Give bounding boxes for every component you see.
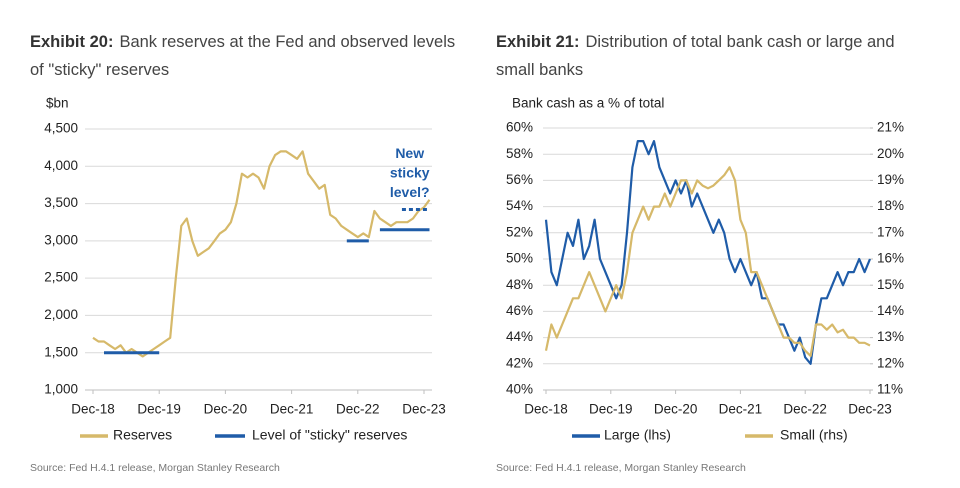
y-tick-label: 4,500 <box>44 121 78 136</box>
source-note: Source: Fed H.4.1 release, Morgan Stanle… <box>30 462 280 474</box>
source-note: Source: Fed H.4.1 release, Morgan Stanle… <box>496 462 746 474</box>
y-tick-label: 60% <box>506 120 533 135</box>
y-tick-label: 4,000 <box>44 158 78 173</box>
data-line <box>92 150 431 358</box>
y-tick-label: 44% <box>506 329 533 344</box>
y-tick-label: 40% <box>506 382 533 397</box>
y-tick-label: 46% <box>506 303 533 318</box>
x-tick-label: Dec-19 <box>137 402 181 417</box>
y2-tick-label: 16% <box>877 251 904 266</box>
title-text: Distribution of total bank cash or large… <box>496 33 895 79</box>
x-tick-label: Dec-22 <box>336 402 380 417</box>
y-axis-title: $bn <box>46 96 69 111</box>
y-axis-title: Bank cash as a % of total <box>512 96 664 111</box>
x-tick-label: Dec-18 <box>524 402 568 417</box>
y-tick-label: 2,000 <box>44 307 78 322</box>
x-tick-label: Dec-20 <box>204 402 248 417</box>
y-tick-label: 42% <box>506 355 533 370</box>
y-tick-label: 56% <box>506 172 533 187</box>
y2-tick-label: 15% <box>877 277 904 292</box>
y-tick-label: 52% <box>506 224 533 239</box>
x-tick-label: Dec-23 <box>402 402 446 417</box>
y-tick-label: 1,000 <box>44 382 78 397</box>
title-text: Bank reserves at the Fed and observed le… <box>30 33 456 79</box>
legend-label: Large (lhs) <box>604 427 671 443</box>
data-line <box>104 228 430 355</box>
legend-label: Reserves <box>113 427 172 443</box>
y2-tick-label: 18% <box>877 198 904 213</box>
x-tick-label: Dec-21 <box>719 402 763 417</box>
data-line <box>544 166 871 357</box>
y2-tick-label: 13% <box>877 329 904 344</box>
x-tick-label: Dec-23 <box>848 402 892 417</box>
x-tick-label: Dec-21 <box>270 402 314 417</box>
data-line <box>544 140 872 365</box>
chart-title: Exhibit 21: Distribution of total bank ca… <box>496 28 926 84</box>
legend-label: Level of "sticky" reserves <box>252 427 407 443</box>
y-tick-label: 3,500 <box>44 195 78 210</box>
y-tick-label: 2,500 <box>44 270 78 285</box>
y-tick-label: 48% <box>506 277 533 292</box>
annotation-text: sticky <box>390 165 430 181</box>
y-tick-label: 1,500 <box>44 344 78 359</box>
y-tick-label: 54% <box>506 198 533 213</box>
y2-tick-label: 14% <box>877 303 904 318</box>
y2-tick-label: 17% <box>877 224 904 239</box>
y-tick-label: 50% <box>506 251 533 266</box>
y2-tick-label: 21% <box>877 120 904 135</box>
x-tick-label: Dec-22 <box>783 402 827 417</box>
y2-tick-label: 19% <box>877 172 904 187</box>
y2-tick-label: 11% <box>877 382 903 397</box>
x-tick-label: Dec-18 <box>71 402 115 417</box>
exhibit-label: Exhibit 20: <box>30 33 114 51</box>
chart-title: Exhibit 20: Bank reserves at the Fed and … <box>30 28 460 84</box>
x-tick-label: Dec-19 <box>589 402 633 417</box>
exhibit-label: Exhibit 21: <box>496 33 580 51</box>
y-tick-label: 58% <box>506 146 533 161</box>
annotation-text: level? <box>390 184 430 200</box>
y-tick-label: 3,000 <box>44 232 78 247</box>
x-tick-label: Dec-20 <box>654 402 698 417</box>
annotation-text: New <box>395 145 424 161</box>
y2-tick-label: 20% <box>877 146 904 161</box>
legend-label: Small (rhs) <box>780 427 848 443</box>
y2-tick-label: 12% <box>877 355 904 370</box>
